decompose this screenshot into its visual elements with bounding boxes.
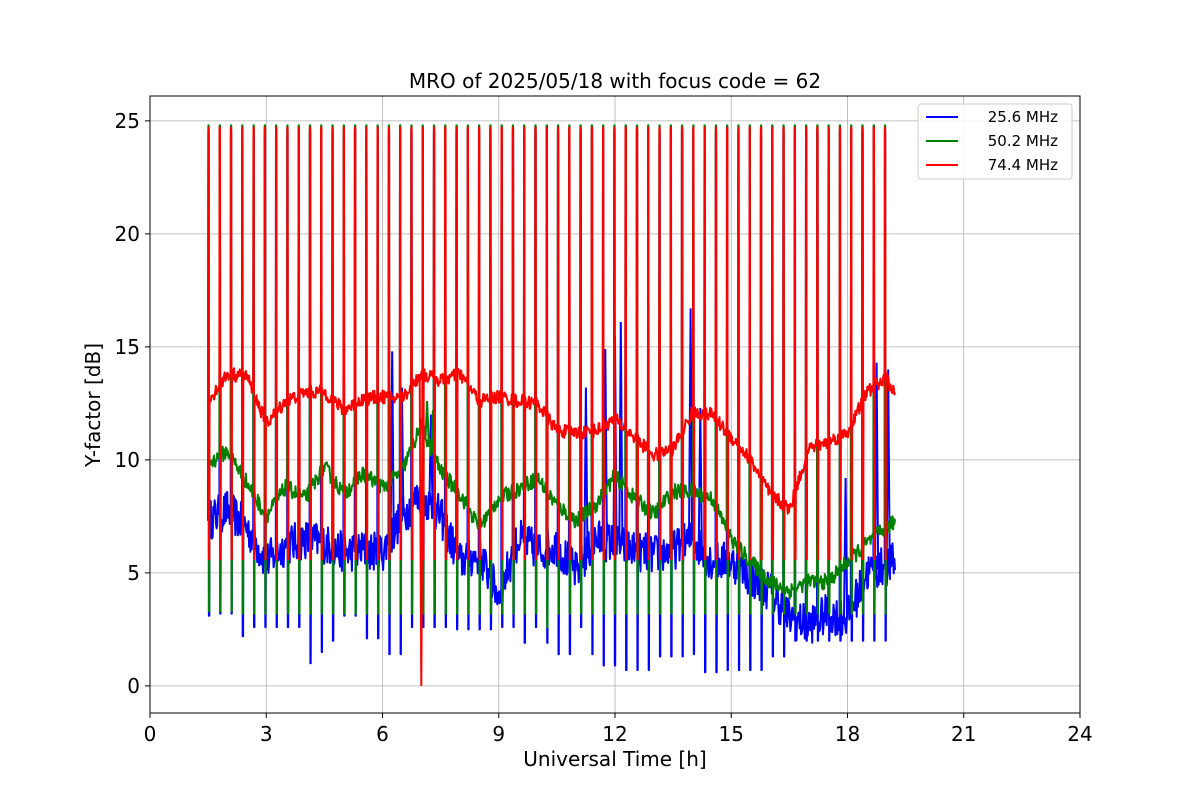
x-tick-label: 12: [602, 722, 627, 746]
series-spike-0: [618, 321, 624, 546]
series-line-2: [207, 126, 896, 561]
y-tick-label: 0: [127, 674, 140, 698]
chart-title: MRO of 2025/05/18 with focus code = 62: [409, 69, 821, 93]
y-axis-ticks: 0 5 10 15 20 25: [115, 109, 150, 698]
series-spike-0: [843, 477, 849, 618]
y-tick-label: 25: [115, 109, 140, 133]
x-axis-label: Universal Time [h]: [523, 747, 706, 771]
series-line-0: [207, 131, 896, 674]
legend-label: 25.6 MHz: [988, 108, 1058, 126]
x-tick-label: 24: [1067, 722, 1092, 746]
y-tick-label: 10: [115, 448, 140, 472]
y-tick-label: 15: [115, 335, 140, 359]
series-spike-0: [688, 308, 694, 541]
x-axis-ticks: 0 3 6 9 12 15 18 21 24: [144, 713, 1093, 746]
series-spike-0: [428, 414, 434, 506]
y-tick-label: 20: [115, 222, 140, 246]
legend-label: 74.4 MHz: [988, 156, 1058, 174]
series-spike-1: [424, 401, 430, 440]
series-line-1: [207, 124, 896, 629]
y-axis-label: Y-factor [dB]: [81, 343, 105, 468]
x-tick-label: 9: [492, 722, 505, 746]
x-tick-label: 15: [719, 722, 744, 746]
series-spike-0: [885, 369, 891, 566]
x-tick-label: 6: [376, 722, 389, 746]
legend: 25.6 MHz 50.2 MHz 74.4 MHz: [917, 103, 1073, 180]
y-tick-label: 5: [127, 561, 140, 585]
x-tick-label: 18: [835, 722, 860, 746]
x-tick-label: 3: [260, 722, 273, 746]
legend-box: [917, 103, 1073, 180]
series-spike-2: [418, 373, 424, 686]
series-spike-0: [583, 387, 589, 556]
legend-label: 50.2 MHz: [988, 132, 1058, 150]
series-layer: [207, 124, 896, 686]
x-tick-label: 0: [144, 722, 157, 746]
x-tick-label: 21: [951, 722, 976, 746]
